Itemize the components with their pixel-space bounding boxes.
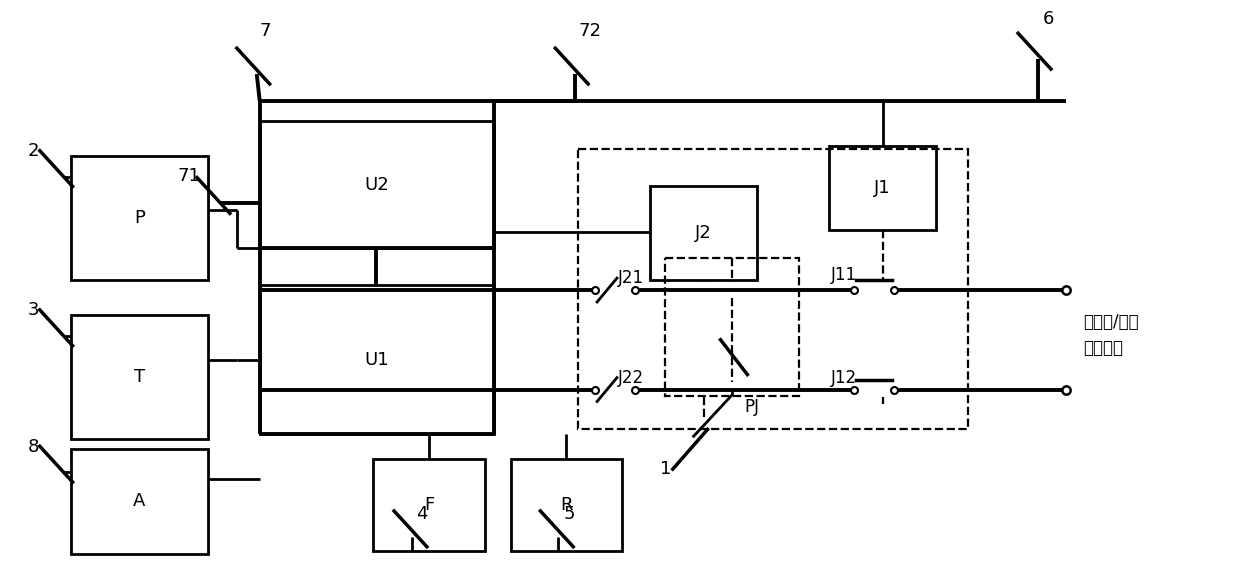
Text: 7: 7 bbox=[259, 22, 272, 40]
Text: 71: 71 bbox=[177, 167, 200, 185]
Text: J2: J2 bbox=[696, 224, 712, 242]
Bar bbox=[650, 185, 758, 280]
Text: 4: 4 bbox=[415, 505, 428, 523]
Bar bbox=[259, 285, 494, 434]
Bar bbox=[259, 121, 494, 248]
Bar bbox=[665, 258, 799, 395]
Text: R: R bbox=[560, 496, 573, 514]
Bar bbox=[578, 149, 968, 429]
Text: P: P bbox=[134, 209, 145, 227]
Text: 接报警/闭锁
控制回路: 接报警/闭锁 控制回路 bbox=[1083, 312, 1138, 357]
Text: J22: J22 bbox=[618, 368, 644, 387]
Text: J11: J11 bbox=[831, 266, 857, 284]
Text: U2: U2 bbox=[365, 175, 389, 194]
Text: T: T bbox=[134, 368, 145, 386]
Text: J1: J1 bbox=[874, 179, 892, 197]
Text: A: A bbox=[133, 493, 145, 511]
Bar bbox=[71, 156, 208, 280]
Bar bbox=[71, 315, 208, 440]
Text: 8: 8 bbox=[27, 438, 40, 456]
Text: 2: 2 bbox=[27, 142, 40, 160]
Text: 5: 5 bbox=[563, 505, 575, 523]
Text: J12: J12 bbox=[831, 368, 857, 387]
Text: F: F bbox=[424, 496, 434, 514]
Bar bbox=[830, 146, 936, 230]
Text: 72: 72 bbox=[578, 22, 601, 40]
Text: 3: 3 bbox=[27, 301, 40, 319]
Bar bbox=[71, 449, 208, 554]
Text: J21: J21 bbox=[618, 269, 644, 287]
Text: PJ: PJ bbox=[744, 398, 759, 416]
Bar bbox=[511, 459, 622, 551]
Bar bbox=[373, 459, 485, 551]
Text: 1: 1 bbox=[660, 460, 671, 478]
Text: 6: 6 bbox=[1043, 10, 1054, 29]
Text: U1: U1 bbox=[365, 350, 389, 368]
